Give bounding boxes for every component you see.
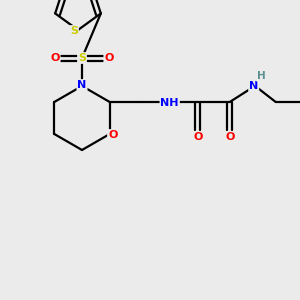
Text: H: H xyxy=(257,71,266,81)
Text: O: O xyxy=(225,132,234,142)
Text: O: O xyxy=(104,53,114,63)
Text: N: N xyxy=(249,81,258,91)
Text: O: O xyxy=(108,130,117,140)
Text: S: S xyxy=(78,53,86,63)
Text: O: O xyxy=(193,132,202,142)
Text: N: N xyxy=(77,80,87,90)
Text: O: O xyxy=(50,53,60,63)
Text: NH: NH xyxy=(160,98,179,108)
Text: S: S xyxy=(70,26,78,36)
